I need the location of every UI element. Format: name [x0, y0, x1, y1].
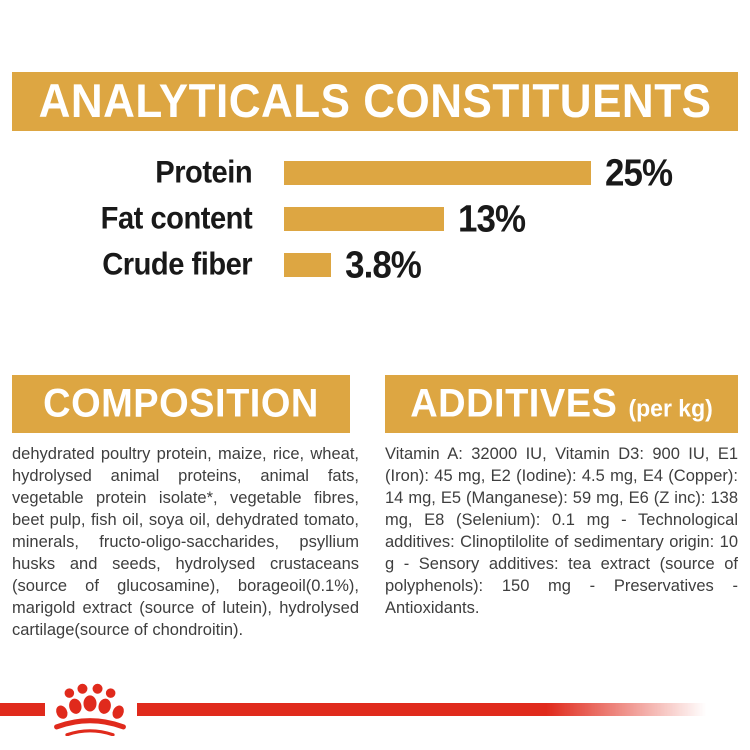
- royal-canin-crown-logo: [54, 683, 126, 736]
- chart-value-label: 25%: [605, 150, 673, 194]
- chart-row: Fat content 13%: [0, 196, 750, 242]
- additives-text: Vitamin A: 32000 IU, Vitamin D3: 900 IU,…: [385, 445, 738, 617]
- chart-bar: [284, 207, 444, 231]
- chart-category-label: Protein: [155, 155, 253, 190]
- chart-category-label: Crude fiber: [102, 247, 253, 282]
- red-ribbon-right: [137, 703, 706, 716]
- composition-title: COMPOSITION: [43, 381, 319, 426]
- analyticals-title: ANALYTICALS CONSTITUENTS: [38, 74, 712, 128]
- chart-value-label: 3.8%: [345, 242, 422, 286]
- composition-header: COMPOSITION: [12, 375, 350, 433]
- analyticals-banner: ANALYTICALS CONSTITUENTS: [12, 72, 738, 131]
- composition-text: dehydrated poultry protein, maize, rice,…: [12, 445, 359, 639]
- chart-bar: [284, 161, 591, 185]
- additives-title: ADDITIVES (per kg): [410, 381, 713, 426]
- analyticals-chart: Protein 25% Fat content 13% Crude fiber …: [0, 150, 750, 288]
- chart-bar: [284, 253, 331, 277]
- additives-header: ADDITIVES (per kg): [385, 375, 738, 433]
- additives-unit-label: (per kg): [628, 394, 713, 422]
- chart-value-label: 13%: [458, 196, 526, 240]
- chart-row: Protein 25%: [0, 150, 750, 196]
- additives-title-text: ADDITIVES: [410, 381, 618, 426]
- chart-row: Crude fiber 3.8%: [0, 242, 750, 288]
- red-ribbon-left: [0, 703, 45, 716]
- chart-category-label: Fat content: [100, 201, 253, 236]
